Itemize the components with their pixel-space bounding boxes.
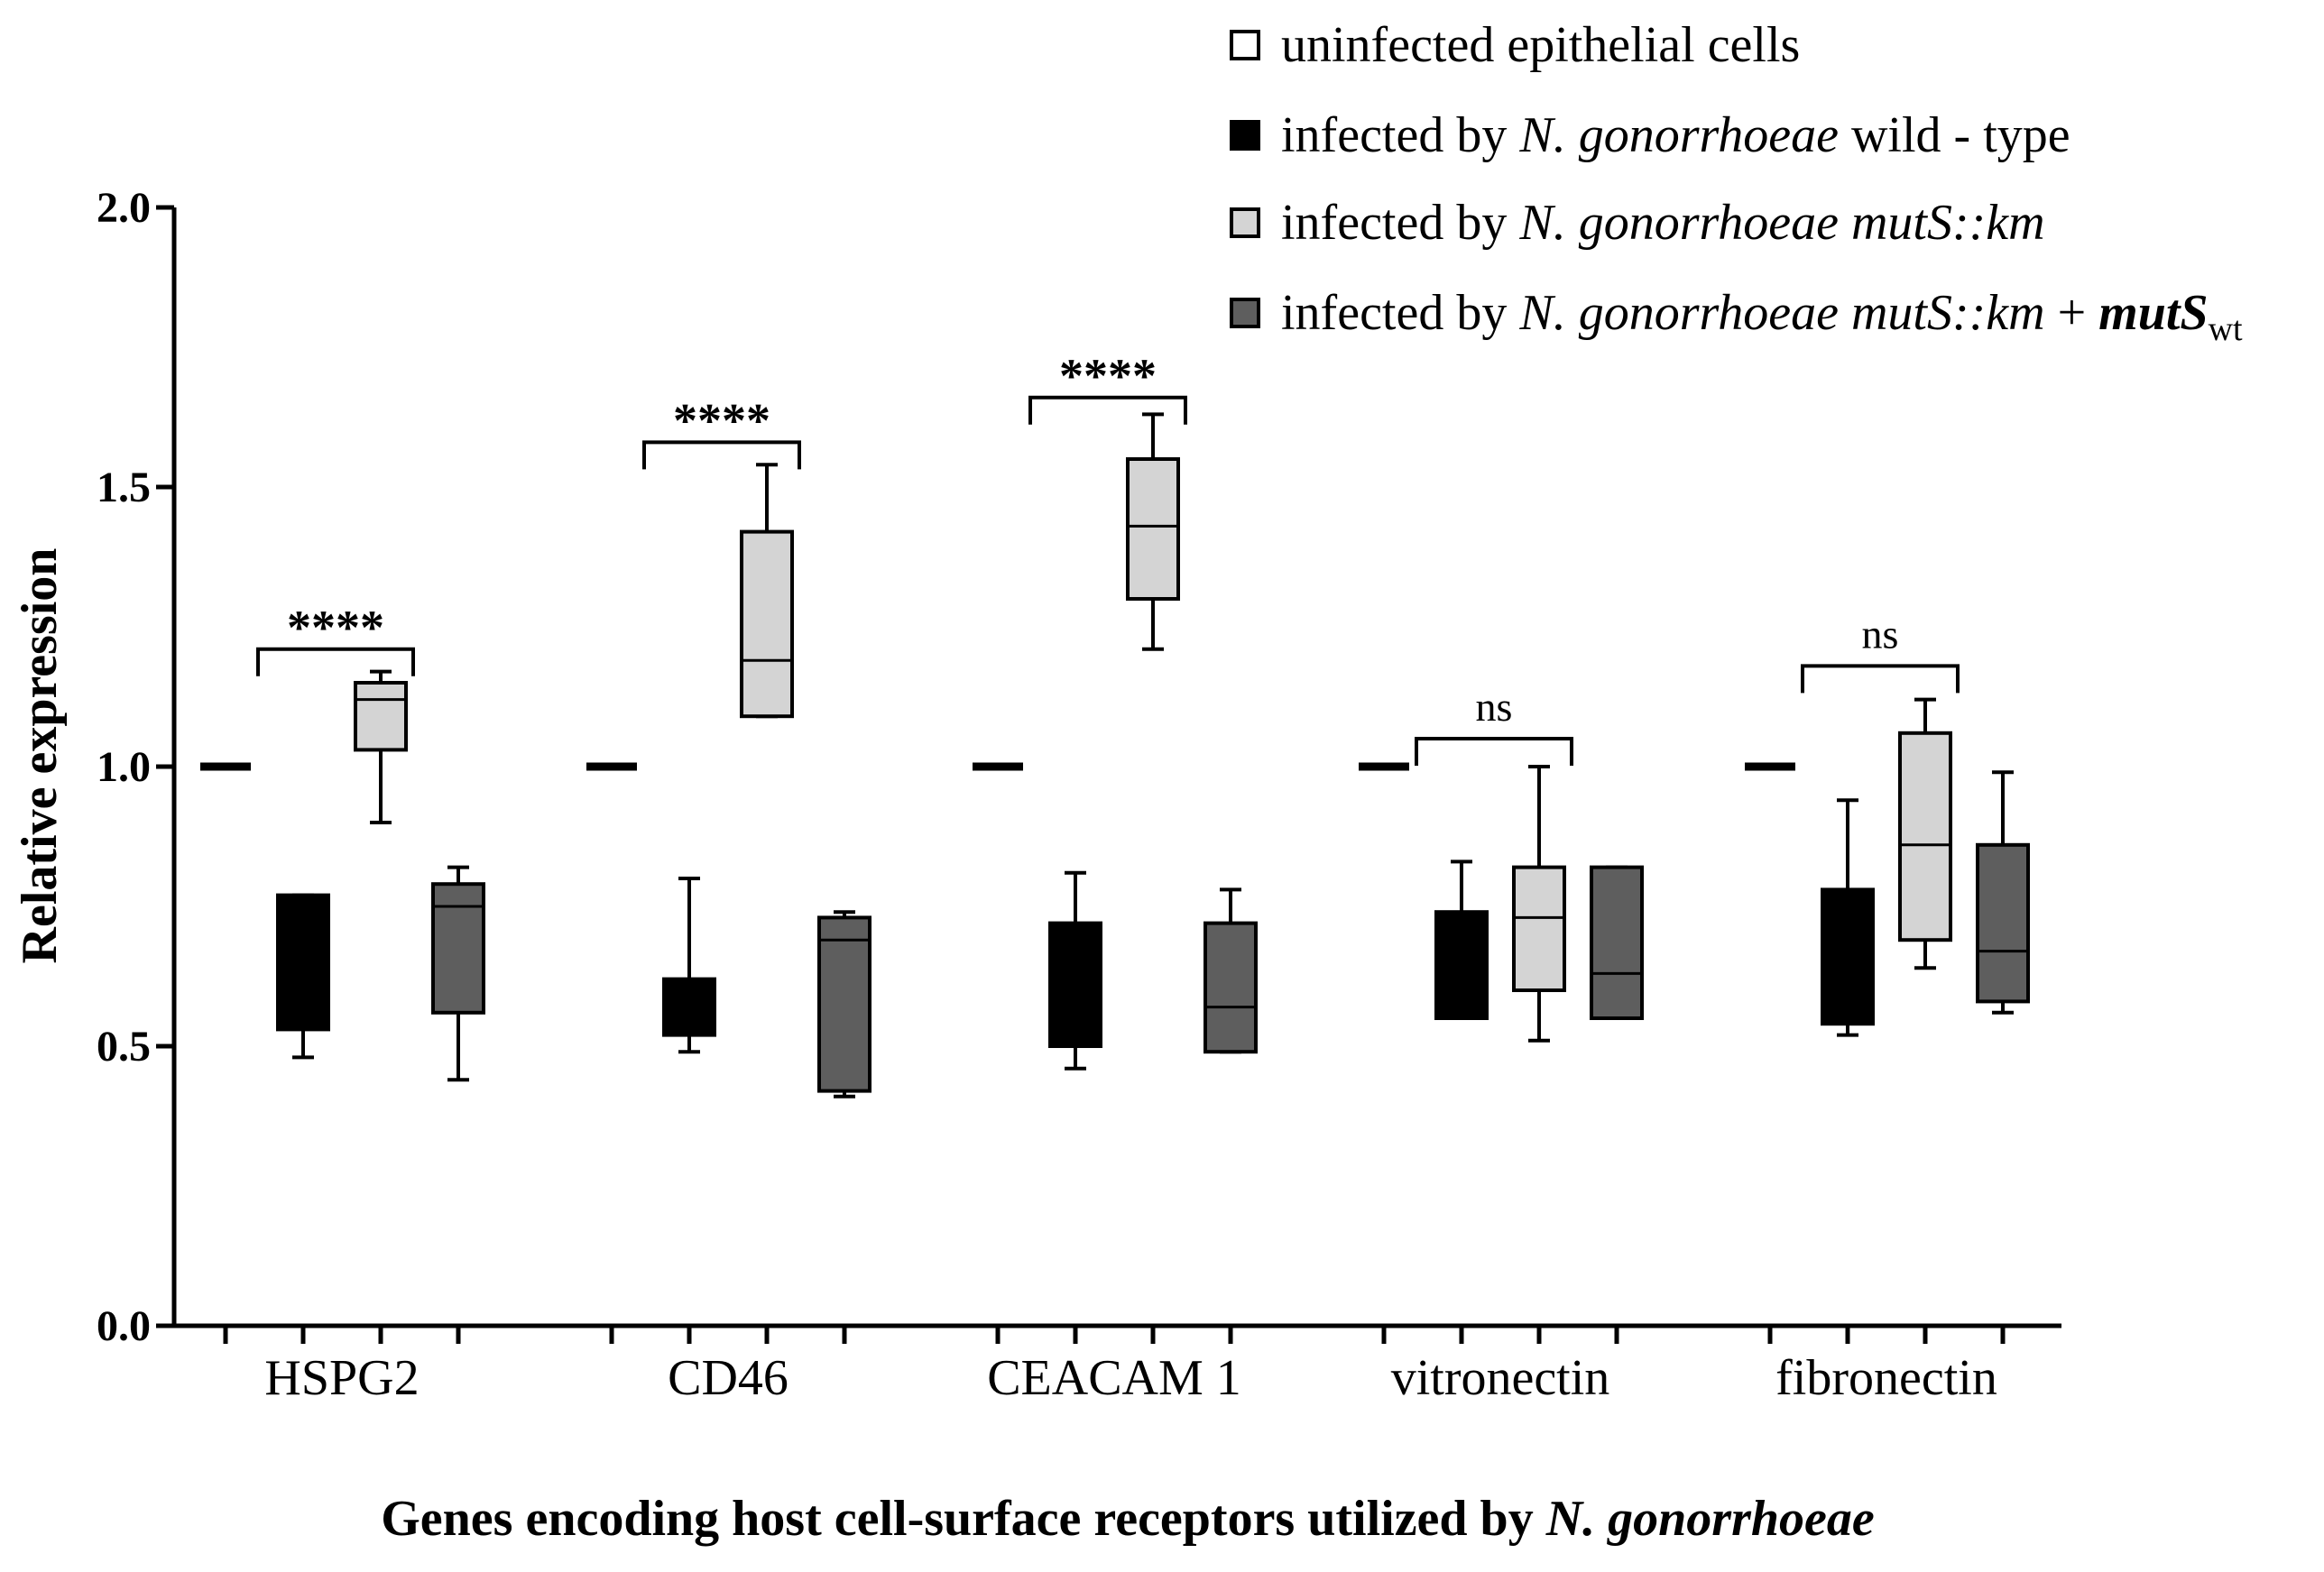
significance-annotations: **** **** **** ns ns — [256, 349, 1960, 766]
legend-swatch — [1230, 207, 1260, 238]
iqr-box — [1126, 457, 1180, 601]
x-tick-label: CD46 — [668, 1350, 788, 1406]
bracket-line — [1415, 737, 1573, 766]
wild-type-box — [1434, 860, 1489, 1021]
legend-item: infected by N. gonorrhoeae wild - type — [1230, 107, 2070, 163]
x-tick-label: fibronectin — [1775, 1350, 1997, 1406]
iqr-box — [1434, 910, 1489, 1021]
legend-label-part: infected by — [1281, 195, 1519, 251]
y-tick-label: 1.0 — [97, 743, 151, 791]
significance-label: **** — [673, 393, 770, 447]
legend-label-part: mutS — [2098, 285, 2208, 341]
mutS-comp-box — [1976, 770, 2030, 1015]
legend-swatch — [1230, 298, 1260, 328]
mutS-comp-box — [431, 865, 485, 1082]
y-tick-label: 1.5 — [97, 464, 151, 511]
iqr-box — [431, 882, 485, 1015]
mutS-box — [1126, 412, 1180, 651]
bracket-line — [1801, 664, 1960, 694]
x-axis-title-species: N. gonorrhoeae — [1545, 1491, 1875, 1547]
x-axis-title: Genes encoding host cell-surface recepto… — [381, 1491, 1874, 1547]
legend-label-part: infected by — [1281, 285, 1519, 341]
wild-type-box — [1048, 870, 1102, 1071]
mutS-box — [354, 669, 408, 824]
legend-label-part: N. gonorrhoeae mutS::km — [1518, 195, 2044, 251]
wild-type-box — [662, 877, 716, 1054]
wild-type-box — [276, 893, 330, 1060]
iqr-box — [1898, 731, 1952, 942]
legend-label-part: N. gonorrhoeae — [1518, 107, 1839, 163]
bracket-line — [1028, 395, 1187, 425]
significance-bracket: **** — [642, 393, 801, 470]
mutS-comp-box — [817, 910, 872, 1099]
iqr-box — [662, 977, 716, 1037]
significance-bracket: **** — [1028, 349, 1187, 425]
wild-type-box — [1821, 798, 1875, 1037]
mutS-box — [740, 463, 794, 719]
iqr-box — [1204, 921, 1258, 1054]
legend-label-part: uninfected epithelial cells — [1281, 17, 1800, 73]
iqr-box — [1821, 887, 1875, 1026]
legend-label-part: + — [2045, 285, 2099, 341]
legend-label-part: infected by — [1281, 107, 1519, 163]
legend-item: infected by N. gonorrhoeae mutS::km — [1230, 195, 2045, 251]
legend-label: infected by N. gonorrhoeae mutS::km + mu… — [1281, 285, 2243, 348]
y-tick-label: 2.0 — [97, 184, 151, 232]
iqr-box — [817, 915, 872, 1093]
bracket-line — [256, 647, 415, 676]
legend-label: infected by N. gonorrhoeae mutS::km — [1281, 195, 2045, 251]
legend-label-part: wt — [2209, 310, 2243, 348]
y-axis-title: Relative expression — [12, 548, 68, 964]
iqr-box — [740, 529, 794, 719]
legend-label: uninfected epithelial cells — [1281, 17, 1800, 73]
y-tick-label: 0.0 — [97, 1302, 151, 1350]
legend-item: infected by N. gonorrhoeae mutS::km + mu… — [1230, 285, 2243, 348]
significance-label: **** — [287, 601, 384, 655]
legend-item: uninfected epithelial cells — [1230, 17, 1800, 73]
significance-bracket: ns — [1415, 684, 1573, 766]
legend-label: infected by N. gonorrhoeae wild - type — [1281, 107, 2070, 163]
legend-label-part: wild - type — [1839, 107, 2070, 163]
iqr-box — [276, 893, 330, 1032]
mutS-box — [1512, 765, 1566, 1043]
iqr-box — [1976, 842, 2030, 1004]
y-tick-label: 0.5 — [97, 1023, 151, 1071]
plot-area — [200, 412, 2030, 1099]
mutS-box — [1898, 697, 1952, 970]
iqr-box — [1512, 865, 1566, 992]
mutS-comp-box — [1590, 865, 1644, 1020]
legend-label-part: N. gonorrhoeae mutS::km — [1518, 285, 2044, 341]
iqr-box — [1590, 865, 1644, 1020]
legend: uninfected epithelial cells infected by N… — [1230, 17, 2243, 348]
significance-label: **** — [1059, 349, 1157, 403]
legend-swatch — [1230, 120, 1260, 151]
significance-label: ns — [1862, 611, 1899, 657]
axes: 0.0 0.5 1.0 1.5 2.0 HSPG2 CD46 CEACAM 1 vitronec… — [97, 184, 2061, 1406]
mutS-comp-box — [1204, 887, 1258, 1054]
x-axis-title-main: Genes encoding host cell-surface recepto… — [381, 1491, 1533, 1547]
x-tick-label: HSPG2 — [264, 1350, 419, 1406]
iqr-box — [1048, 921, 1102, 1048]
significance-label: ns — [1476, 684, 1513, 730]
significance-bracket: ns — [1801, 611, 1960, 694]
legend-swatch — [1230, 30, 1260, 60]
x-tick-label: vitronectin — [1391, 1350, 1610, 1406]
bracket-line — [642, 440, 801, 470]
x-tick-label: CEACAM 1 — [987, 1350, 1241, 1406]
iqr-box — [354, 681, 408, 752]
significance-bracket: **** — [256, 601, 415, 676]
